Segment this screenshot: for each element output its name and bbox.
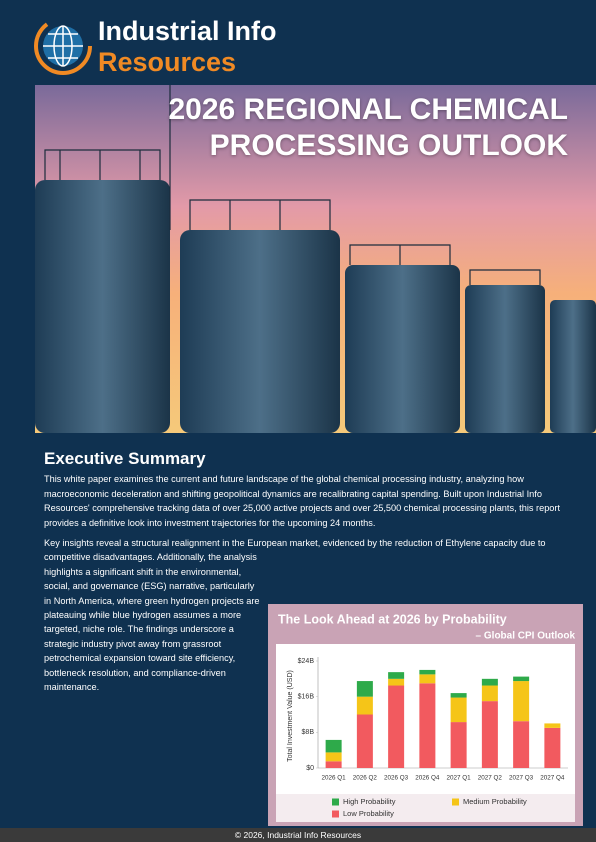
chart-subtitle: – Global CPI Outlook	[476, 631, 576, 642]
legend-label: Low Probability	[343, 809, 394, 818]
y-tick-label: $0	[306, 765, 314, 772]
x-tick-label: 2026 Q1	[322, 775, 347, 782]
bar-segment	[356, 696, 373, 715]
bar-segment	[450, 693, 467, 698]
page-title: 2026 REGIONAL CHEMICAL PROCESSING OUTLOO…	[168, 92, 568, 164]
bar-segment	[450, 697, 467, 723]
bar-segment	[481, 678, 498, 686]
logo-text: Resources	[98, 47, 237, 77]
photo-tanks	[35, 180, 596, 433]
bar-segment	[450, 722, 467, 768]
y-axis-label: Total Investment Value (USD)	[287, 670, 294, 762]
bar-segment	[325, 761, 342, 768]
x-tick-label: 2027 Q1	[447, 775, 472, 782]
x-tick-label: 2027 Q2	[478, 775, 503, 782]
bar-segment	[419, 669, 436, 675]
bar-segment	[325, 739, 342, 753]
bar-segment	[513, 681, 530, 722]
legend-swatch	[452, 798, 459, 806]
y-tick-label: $24B	[298, 658, 315, 665]
paragraph: This white paper examines the current an…	[44, 474, 561, 528]
bar-segment	[388, 678, 405, 686]
x-tick-label: 2027 Q3	[509, 775, 534, 782]
title-line: 2026 REGIONAL CHEMICAL	[168, 93, 568, 126]
photo-railings	[44, 85, 541, 285]
y-tick-label: $16B	[298, 694, 315, 701]
bar-segment	[419, 674, 436, 684]
section-heading: Executive Summary	[44, 449, 206, 468]
x-tick-label: 2026 Q2	[353, 775, 378, 782]
paragraph: Key insights reveal a structural realign…	[44, 538, 546, 693]
footer: © 2026, Industrial Info Resources	[0, 828, 596, 842]
bar-segment	[325, 752, 342, 762]
bar-segment	[388, 672, 405, 679]
legend-swatch	[332, 810, 339, 818]
bar-segment	[388, 685, 405, 768]
chart: The Look Ahead at 2026 by Probability – …	[268, 604, 583, 826]
legend-swatch	[332, 798, 339, 806]
bar-segment	[544, 723, 561, 728]
logo-text: Industrial Info	[98, 16, 277, 46]
bar-segment	[481, 685, 498, 702]
bar-segment	[513, 721, 530, 768]
title-line: PROCESSING OUTLOOK	[209, 129, 568, 162]
x-tick-label: 2026 Q3	[384, 775, 409, 782]
chart-title: The Look Ahead at 2026 by Probability	[278, 612, 507, 626]
bar-segment	[481, 701, 498, 768]
bar-segment	[513, 676, 530, 682]
legend-label: Medium Probability	[463, 797, 527, 806]
executive-summary: Executive Summary This white paper exami…	[44, 449, 568, 794]
y-tick-label: $8B	[302, 729, 315, 736]
bar-segment	[356, 714, 373, 768]
legend-label: High Probability	[343, 797, 396, 806]
bar-segment	[356, 681, 373, 697]
bar-segment	[544, 727, 561, 768]
logo-icon	[34, 17, 92, 75]
x-tick-label: 2027 Q4	[540, 775, 565, 782]
legend-panel	[276, 794, 575, 822]
bar-segment	[419, 683, 436, 768]
x-tick-label: 2026 Q4	[415, 775, 440, 782]
